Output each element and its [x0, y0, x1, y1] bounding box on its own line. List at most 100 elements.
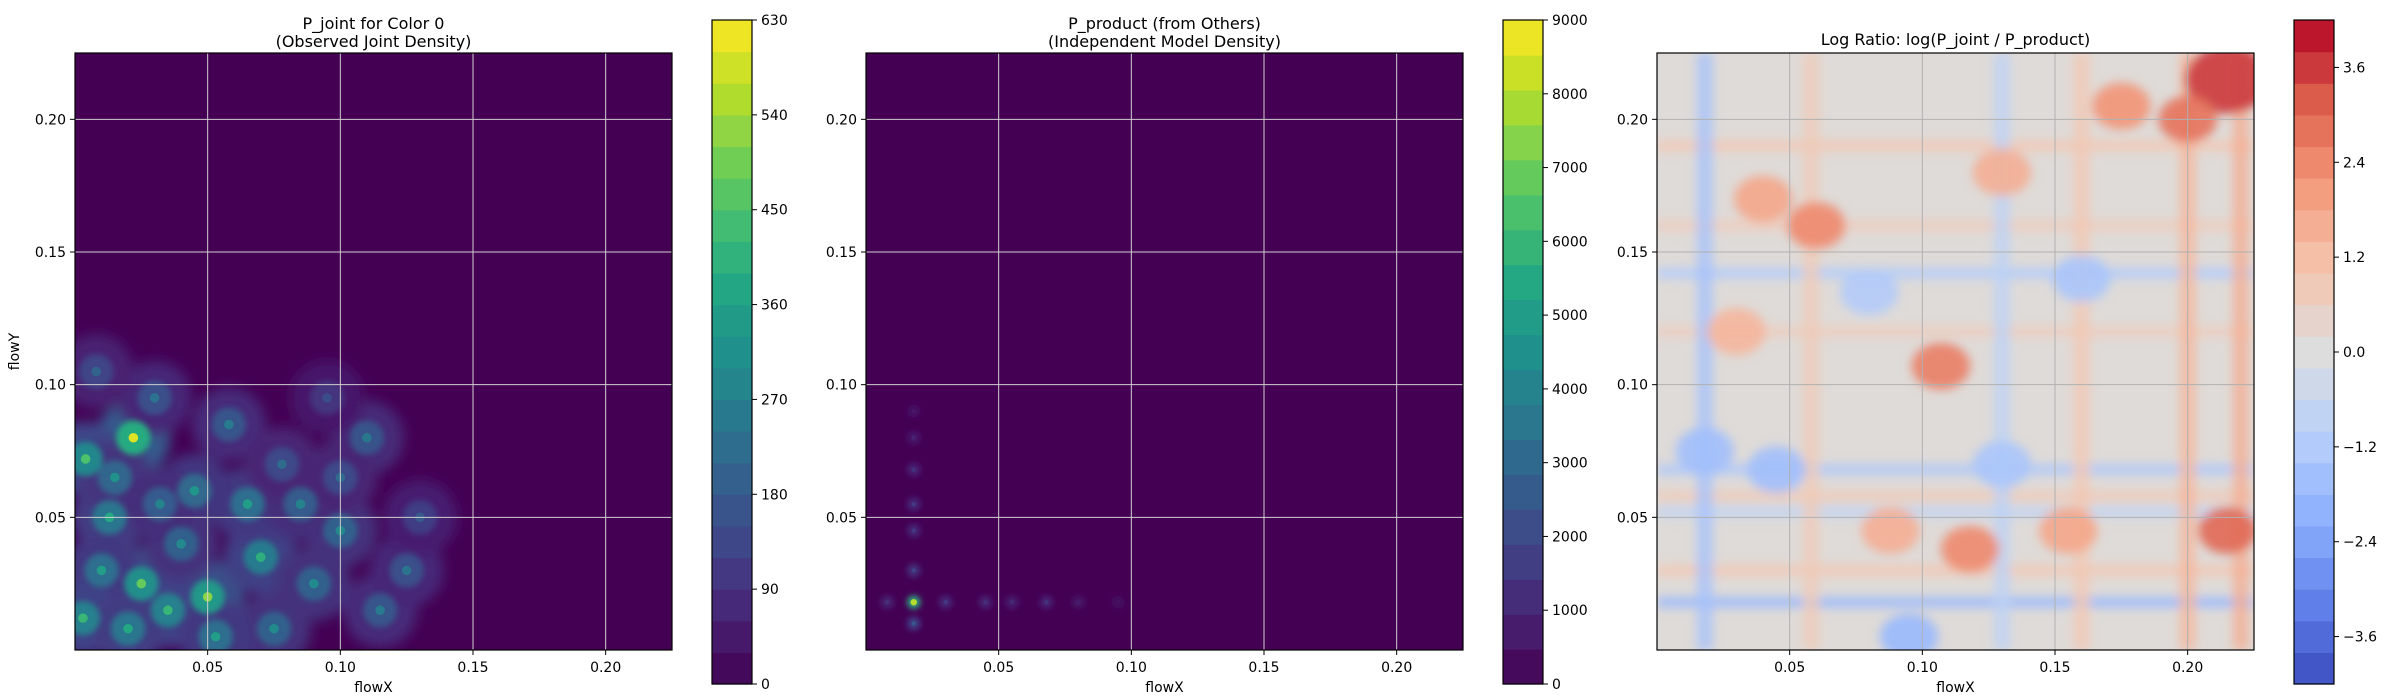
ratio-hotspot — [1940, 525, 2000, 573]
y-tick-label: 0.20 — [35, 112, 66, 128]
colorbar-tick-label: 3.6 — [2343, 60, 2365, 76]
density-peak — [149, 393, 160, 403]
colorbar-segment — [712, 367, 752, 401]
x-tick-label: 0.05 — [983, 660, 1014, 676]
ratio-band-horizontal — [1657, 596, 2254, 608]
colorbar-segment — [712, 652, 752, 685]
ratio-band-horizontal — [1657, 464, 2254, 475]
density-peak — [136, 578, 147, 589]
colorbar-segment — [1503, 299, 1543, 336]
y-tick-label: 0.10 — [1617, 378, 1648, 394]
y-tick-label: 0.15 — [826, 245, 857, 261]
colorbar-segment — [1503, 159, 1543, 196]
colorbar-segment — [1503, 334, 1543, 371]
colorbar-segment — [2294, 620, 2334, 653]
colorbar-segment — [1503, 229, 1543, 266]
ratio-hotspot — [2052, 255, 2111, 302]
ratio-hotspot — [1911, 342, 1971, 390]
colorbar-segment — [2294, 51, 2334, 84]
colorbar-tick-label: −2.4 — [2343, 535, 2377, 551]
colorbar-segment — [712, 272, 752, 306]
colorbar-tick-label: 3000 — [1552, 456, 1588, 472]
colorbar-tick-label: 2.4 — [2343, 155, 2365, 171]
x-axis-label: flowX — [1145, 680, 1184, 696]
density-peak — [210, 631, 221, 642]
density-peak — [911, 467, 916, 472]
density-field — [1657, 53, 2254, 650]
ratio-band-vertical — [2232, 53, 2249, 650]
colorbar-tick-label: 4000 — [1552, 382, 1588, 398]
x-tick-label: 0.10 — [1116, 660, 1147, 676]
chart-title: P_joint for Color 0 (Observed Joint Densi… — [276, 14, 472, 51]
plot-background — [866, 53, 1463, 650]
density-peak — [322, 393, 332, 403]
colorbar-segment — [1503, 439, 1543, 475]
density-peak — [242, 499, 253, 509]
colorbar-tick-label: 0 — [761, 677, 770, 693]
ratio-band-horizontal — [1657, 326, 2254, 337]
x-tick-label: 0.05 — [192, 660, 223, 676]
ratio-band-horizontal — [1657, 140, 2254, 152]
colorbar-segment — [1503, 20, 1543, 56]
ratio-hotspot — [1787, 202, 1846, 249]
colorbar-tick-label: 6000 — [1552, 234, 1588, 250]
y-tick-label: 0.05 — [1617, 510, 1648, 526]
colorbar-segment — [2294, 462, 2334, 495]
colorbar-segment — [1503, 264, 1543, 301]
colorbar-tick-label: 0.0 — [2343, 345, 2365, 361]
ratio-band-horizontal — [1657, 220, 2254, 231]
colorbar-segment — [712, 494, 752, 527]
colorbar-segment — [712, 209, 752, 242]
x-axis-label: flowX — [354, 680, 393, 696]
density-peak — [123, 623, 133, 634]
density-peak — [983, 600, 988, 605]
ratio-hotspot — [2185, 53, 2254, 114]
colorbar-tick-label: 270 — [761, 392, 788, 408]
density-peak — [401, 565, 412, 576]
ratio-hotspot — [1733, 175, 1793, 223]
colorbar-tick-label: 7000 — [1552, 161, 1588, 177]
density-peak — [269, 623, 279, 634]
colorbar-tick-label: 8000 — [1552, 87, 1588, 103]
y-tick-label: 0.20 — [826, 112, 857, 128]
density-peak — [309, 578, 319, 589]
colorbar-segment — [2294, 20, 2334, 53]
colorbar-segment — [712, 241, 752, 274]
density-peak — [1076, 600, 1081, 605]
colorbar-segment — [1503, 194, 1543, 231]
colorbar-segment — [2294, 114, 2334, 148]
colorbar-segment — [712, 114, 752, 148]
ratio-band-vertical — [1993, 53, 2010, 650]
colorbar-segment — [2294, 83, 2334, 116]
ratio-hotspot — [1675, 427, 1734, 475]
colorbar-segment — [2294, 494, 2334, 527]
density-peak — [155, 499, 165, 509]
colorbar-segment — [2294, 241, 2334, 274]
y-axis-label: flowY — [7, 332, 23, 370]
colorbar-segment — [2294, 557, 2334, 590]
ratio-hotspot — [1840, 268, 1899, 316]
colorbar-segment — [2294, 272, 2334, 306]
ratio-band-horizontal — [1657, 565, 2254, 576]
y-tick-label: 0.05 — [826, 510, 857, 526]
ratio-hotspot — [1707, 308, 1766, 355]
density-peak — [911, 621, 916, 626]
colorbar-tick-label: 540 — [761, 108, 788, 124]
colorbar-segment — [1503, 474, 1543, 510]
density-peak — [80, 454, 91, 464]
colorbar-tick-label: 630 — [761, 13, 788, 29]
colorbar-segment — [712, 431, 752, 464]
axes-frame — [1656, 52, 2255, 651]
colorbar: 0 90 180 270 360 450 540 630 — [711, 13, 788, 693]
colorbar-tick-label: 90 — [761, 582, 779, 598]
density-peak — [128, 432, 139, 443]
colorbar-segment — [712, 589, 752, 622]
chart-title: P_product (from Others) (Independent Mode… — [1048, 14, 1281, 51]
density-peak — [885, 600, 890, 605]
density-peak — [943, 600, 948, 605]
density-peak — [224, 419, 234, 430]
colorbar-frame — [1502, 19, 1544, 685]
colorbar-segment — [712, 178, 752, 211]
colorbar-tick-label: 1000 — [1552, 603, 1588, 619]
colorbar: 0 1000 2000 3000 4000 5000 6000 7000 8000 9000 — [1502, 13, 1588, 693]
